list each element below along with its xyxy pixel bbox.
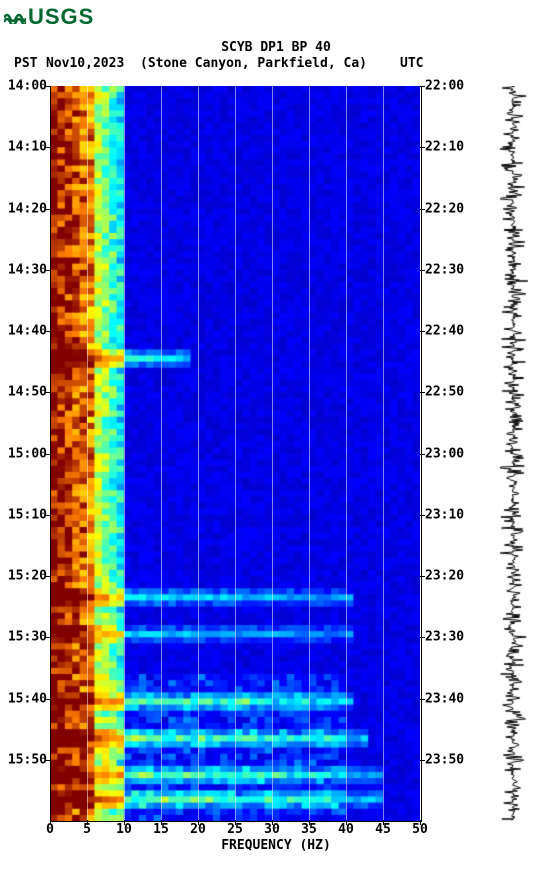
y-tick-left: 14:20 <box>8 201 47 216</box>
logo-text: USGS <box>28 4 94 29</box>
y-tick-right: 23:30 <box>425 630 464 645</box>
y-tick-left: 15:20 <box>8 569 47 584</box>
y-tick-left: 14:10 <box>8 140 47 155</box>
pst-label: PST <box>14 56 37 71</box>
station-label: (Stone Canyon, Parkfield, Ca) <box>140 56 367 71</box>
y-tick-left: 14:50 <box>8 385 47 400</box>
y-tick-left: 14:00 <box>8 79 47 94</box>
y-tick-right: 22:40 <box>425 324 464 339</box>
x-axis-label: FREQUENCY (HZ) <box>0 838 552 853</box>
y-tick-left: 15:10 <box>8 507 47 522</box>
y-tick-right: 22:00 <box>425 79 464 94</box>
y-tick-right: 22:50 <box>425 385 464 400</box>
wave-icon <box>4 8 26 29</box>
y-tick-left: 14:40 <box>8 324 47 339</box>
y-tick-right: 23:10 <box>425 507 464 522</box>
utc-label: UTC <box>400 56 423 71</box>
y-tick-left: 15:50 <box>8 752 47 767</box>
spectrogram-plot <box>50 86 420 821</box>
date-label: Nov10,2023 <box>46 56 124 71</box>
y-tick-right: 22:30 <box>425 262 464 277</box>
y-tick-left: 15:00 <box>8 446 47 461</box>
y-tick-right: 22:20 <box>425 201 464 216</box>
seismogram-canvas <box>498 86 528 821</box>
seismogram-trace <box>498 86 528 821</box>
y-tick-right: 22:10 <box>425 140 464 155</box>
y-tick-left: 14:30 <box>8 262 47 277</box>
spectrogram-canvas <box>50 86 420 821</box>
y-tick-left: 15:40 <box>8 691 47 706</box>
y-tick-right: 23:50 <box>425 752 464 767</box>
y-tick-right: 23:20 <box>425 569 464 584</box>
usgs-logo: USGS <box>4 4 94 30</box>
y-tick-right: 23:00 <box>425 446 464 461</box>
y-tick-right: 23:40 <box>425 691 464 706</box>
y-tick-left: 15:30 <box>8 630 47 645</box>
chart-title: SCYB DP1 BP 40 <box>0 40 552 55</box>
